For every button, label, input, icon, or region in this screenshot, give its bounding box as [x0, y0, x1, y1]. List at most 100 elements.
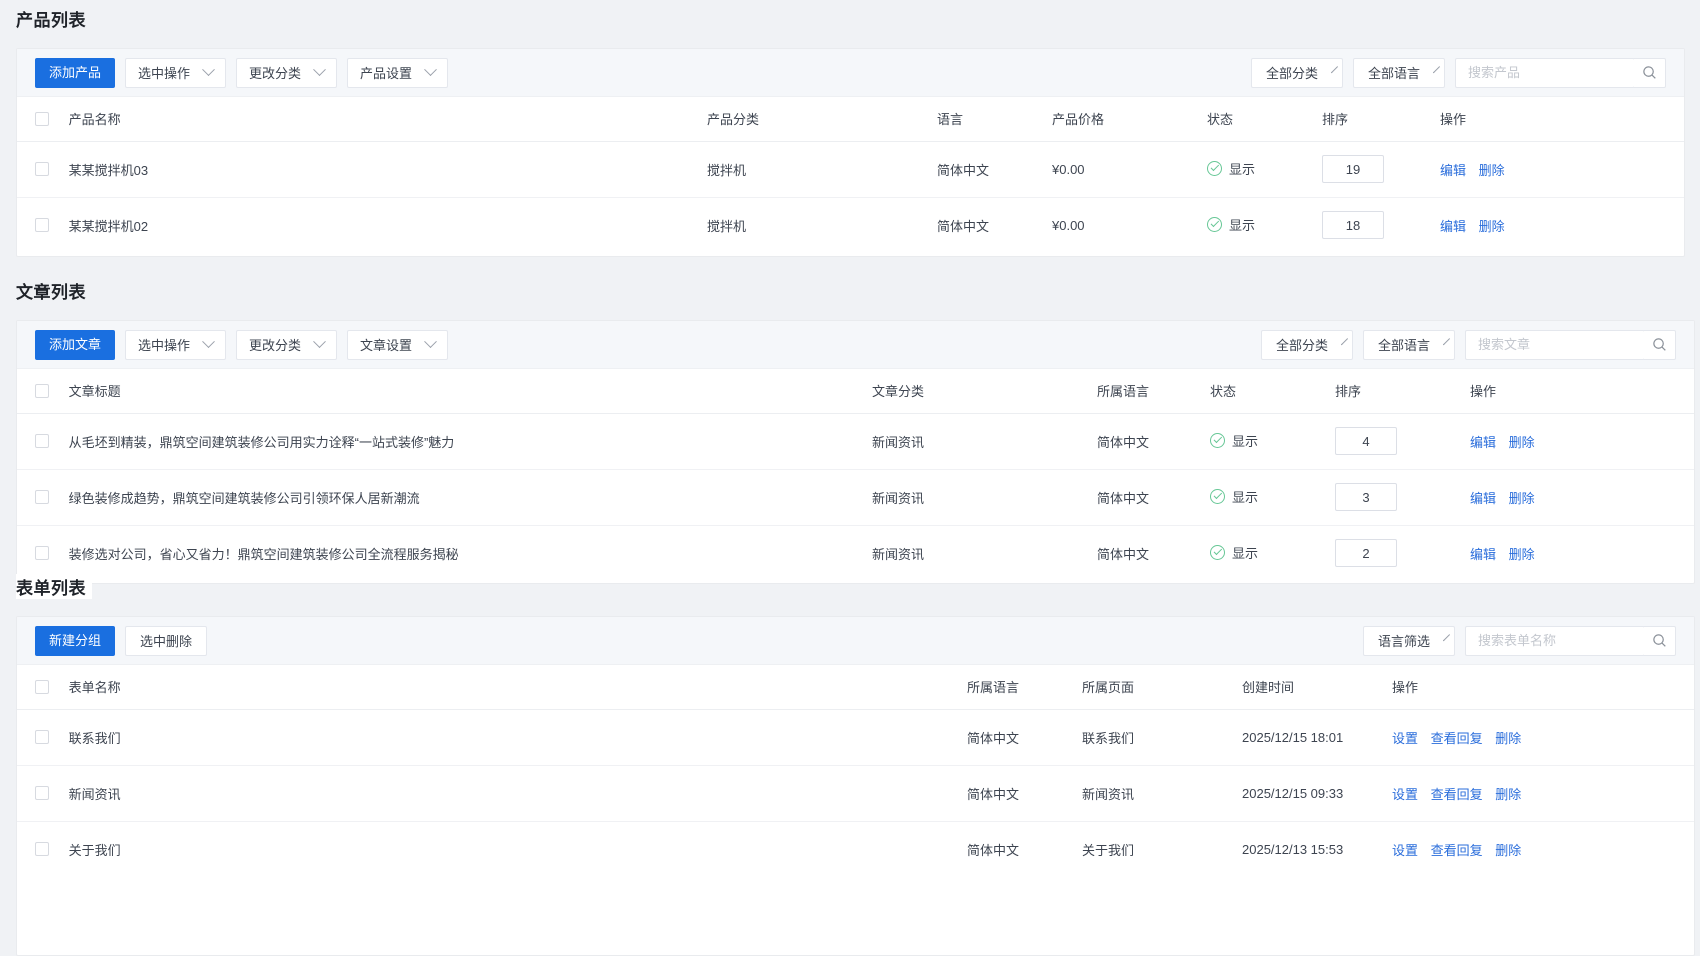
form-cell-page: 关于我们 [1082, 821, 1242, 877]
form-delete-link[interactable]: 删除 [1495, 842, 1522, 858]
article-col-category: 文章分类 [872, 369, 1097, 414]
product-cell-sort [1322, 141, 1440, 198]
product-search-input[interactable] [1466, 64, 1624, 81]
form-name-text: 新闻资讯 [68, 786, 121, 802]
article-category-filter-value: 全部分类 [1276, 338, 1329, 353]
check-circle-icon [1207, 217, 1222, 233]
product-search-box[interactable] [1455, 57, 1635, 88]
table-row: 联系我们 简体中文 联系我们 2025/12/15 18:01 设置 查看回复 … [17, 709, 1694, 766]
form-search-input[interactable] [1476, 632, 1634, 649]
product-cell-language: 简体中文 [937, 197, 1052, 253]
product-language-filter[interactable]: 全部语言 [1353, 57, 1445, 88]
article-col-action: 操作 [1470, 369, 1694, 414]
new-group-button[interactable]: 新建分组 [35, 625, 116, 656]
form-row-checkbox[interactable] [35, 786, 49, 800]
form-search-group [1465, 625, 1676, 656]
form-col-action: 操作 [1392, 665, 1694, 710]
status-badge: 显示 [1210, 487, 1258, 506]
article-delete-link[interactable]: 删除 [1508, 546, 1535, 562]
form-delete-link[interactable]: 删除 [1495, 786, 1522, 802]
product-category-filter[interactable]: 全部分类 [1251, 57, 1343, 88]
product-bulk-action-dropdown[interactable]: 选中操作 [125, 57, 227, 88]
check-circle-icon [1210, 489, 1225, 504]
form-view-reply-link[interactable]: 查看回复 [1430, 730, 1483, 746]
product-delete-link[interactable]: 删除 [1478, 218, 1505, 234]
form-view-reply-link[interactable]: 查看回复 [1430, 786, 1483, 802]
article-search-input[interactable] [1476, 336, 1634, 353]
chevron-down-icon [424, 63, 437, 77]
article-search-button[interactable] [1644, 329, 1676, 360]
form-setting-link[interactable]: 设置 [1392, 786, 1419, 802]
product-category-filter-value: 全部分类 [1266, 66, 1319, 81]
product-select-all-checkbox[interactable] [35, 111, 49, 126]
article-edit-link[interactable]: 编辑 [1470, 546, 1497, 562]
article-category-filter[interactable]: 全部分类 [1261, 329, 1353, 360]
form-setting-link[interactable]: 设置 [1392, 730, 1419, 746]
article-col-status: 状态 [1210, 369, 1335, 414]
form-setting-link[interactable]: 设置 [1392, 842, 1419, 858]
article-sort-input[interactable] [1335, 539, 1397, 568]
article-cell-title: 绿色装修成趋势，鼎筑空间建筑装修公司引领环保人居新潮流 [17, 469, 872, 526]
form-language-filter[interactable]: 语言筛选 [1363, 625, 1455, 656]
form-delete-link[interactable]: 删除 [1495, 730, 1522, 746]
form-select-all-checkbox[interactable] [35, 679, 49, 694]
article-delete-link[interactable]: 删除 [1508, 490, 1535, 506]
product-settings-dropdown[interactable]: 产品设置 [347, 57, 449, 88]
article-row-checkbox[interactable] [35, 434, 49, 448]
form-col-name-label: 表单名称 [68, 680, 121, 696]
product-sort-input[interactable] [1322, 211, 1384, 240]
form-search-box[interactable] [1465, 625, 1645, 656]
article-sort-input[interactable] [1335, 483, 1397, 511]
bulk-delete-button[interactable]: 选中删除 [125, 625, 208, 656]
form-view-reply-link[interactable]: 查看回复 [1430, 842, 1483, 858]
form-cell-language: 简体中文 [967, 765, 1082, 822]
article-settings-dropdown[interactable]: 文章设置 [347, 329, 449, 360]
article-cell-action: 编辑 删除 [1470, 525, 1694, 581]
article-bulk-action-dropdown[interactable]: 选中操作 [125, 329, 227, 360]
article-cell-language: 简体中文 [1097, 525, 1210, 581]
chevron-down-icon [313, 335, 326, 349]
form-search-button[interactable] [1644, 625, 1676, 656]
article-cell-action: 编辑 删除 [1470, 413, 1694, 470]
article-cell-sort [1335, 469, 1470, 526]
product-language-filter-value: 全部语言 [1368, 66, 1421, 81]
form-col-name: 表单名称 [17, 665, 967, 710]
product-row-checkbox[interactable] [35, 162, 49, 176]
article-settings-label: 文章设置 [360, 338, 413, 353]
article-edit-link[interactable]: 编辑 [1470, 434, 1497, 450]
article-row-checkbox[interactable] [35, 546, 49, 561]
product-delete-link[interactable]: 删除 [1478, 162, 1505, 178]
form-row-checkbox[interactable] [35, 730, 49, 744]
product-edit-link[interactable]: 编辑 [1440, 218, 1467, 234]
article-search-box[interactable] [1465, 329, 1645, 360]
article-cell-status: 显示 [1210, 525, 1335, 581]
product-edit-link[interactable]: 编辑 [1440, 162, 1467, 178]
product-table-header-row: 产品名称 产品分类 语言 产品价格 状态 排序 操作 [17, 97, 1684, 142]
article-language-filter[interactable]: 全部语言 [1363, 329, 1455, 360]
product-col-category: 产品分类 [707, 97, 937, 142]
product-search-button[interactable] [1634, 57, 1666, 88]
article-select-all-checkbox[interactable] [35, 383, 49, 398]
table-row: 某某搅拌机02 搅拌机 简体中文 ¥0.00 显示 [17, 197, 1684, 253]
article-col-title: 文章标题 [17, 369, 872, 414]
product-cell-price: ¥0.00 [1052, 141, 1207, 198]
article-edit-link[interactable]: 编辑 [1470, 490, 1497, 506]
form-toolbar-left: 新建分组 选中删除 [35, 625, 208, 656]
product-cell-action: 编辑 删除 [1440, 197, 1684, 253]
form-cell-language: 简体中文 [967, 709, 1082, 766]
product-sort-input[interactable] [1322, 155, 1384, 183]
article-list-card: 添加文章 选中操作 更改分类 文章设置 全部分类 [16, 320, 1695, 584]
article-delete-link[interactable]: 删除 [1508, 434, 1535, 450]
form-row-checkbox[interactable] [35, 842, 49, 857]
add-article-button[interactable]: 添加文章 [35, 329, 116, 360]
add-product-button[interactable]: 添加产品 [35, 57, 116, 88]
article-row-checkbox[interactable] [35, 490, 49, 504]
form-cell-name: 联系我们 [17, 709, 967, 766]
product-list-card: 添加产品 选中操作 更改分类 产品设置 全部分类 [16, 48, 1685, 257]
article-toolbar-left: 添加文章 选中操作 更改分类 文章设置 [35, 329, 449, 360]
article-change-category-dropdown[interactable]: 更改分类 [236, 329, 338, 360]
form-cell-action: 设置 查看回复 删除 [1392, 821, 1694, 877]
product-change-category-dropdown[interactable]: 更改分类 [236, 57, 338, 88]
product-row-checkbox[interactable] [35, 218, 49, 233]
article-sort-input[interactable] [1335, 427, 1397, 455]
